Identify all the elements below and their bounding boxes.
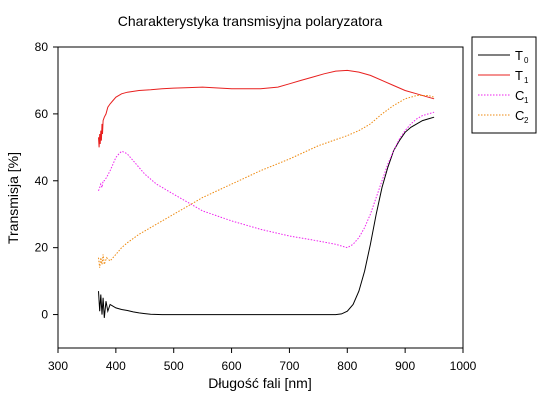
y-axis-label: Transmisja [%]: [5, 152, 21, 244]
x-tick-label: 500: [164, 359, 184, 373]
series-line-c2: [98, 95, 435, 268]
x-tick-label: 1000: [450, 359, 477, 373]
series-layer: [98, 69, 435, 318]
legend: T 0T 1C 1C 2: [471, 36, 537, 134]
x-tick-label: 400: [106, 359, 126, 373]
x-tick-label: 800: [337, 359, 357, 373]
x-tick-label: 300: [48, 359, 68, 373]
legend-label-subscript: 2: [524, 116, 529, 125]
chart-title: Charakterystyka transmisyjna polaryzator…: [118, 13, 383, 29]
legend-label: T: [515, 48, 523, 63]
y-tick-label: 0: [41, 308, 48, 322]
legend-label-subscript: 1: [524, 96, 529, 105]
legend-label-subscript: 1: [524, 76, 529, 85]
series-line-c1: [98, 111, 435, 249]
y-tick-label: 40: [35, 174, 49, 188]
y-tick-label: 80: [35, 40, 49, 54]
x-tick-label: 600: [222, 359, 242, 373]
legend-box: [471, 36, 537, 134]
legend-label: C: [515, 108, 524, 123]
series-line-t0: [98, 116, 435, 318]
x-tick-label: 900: [395, 359, 415, 373]
x-axis-label: Długość fali [nm]: [208, 375, 311, 391]
legend-label-subscript: 0: [524, 56, 529, 65]
legend-label: C: [515, 88, 524, 103]
y-tick-label: 60: [35, 107, 49, 121]
axis-ticks: 300 400 500 600 700 800 900 1000 0 20 40 60 80: [35, 40, 477, 373]
plot-frame: [57, 46, 464, 349]
x-tick-label: 700: [279, 359, 299, 373]
series-line-t1: [98, 69, 435, 148]
legend-label: T: [515, 68, 523, 83]
y-tick-label: 20: [35, 241, 49, 255]
